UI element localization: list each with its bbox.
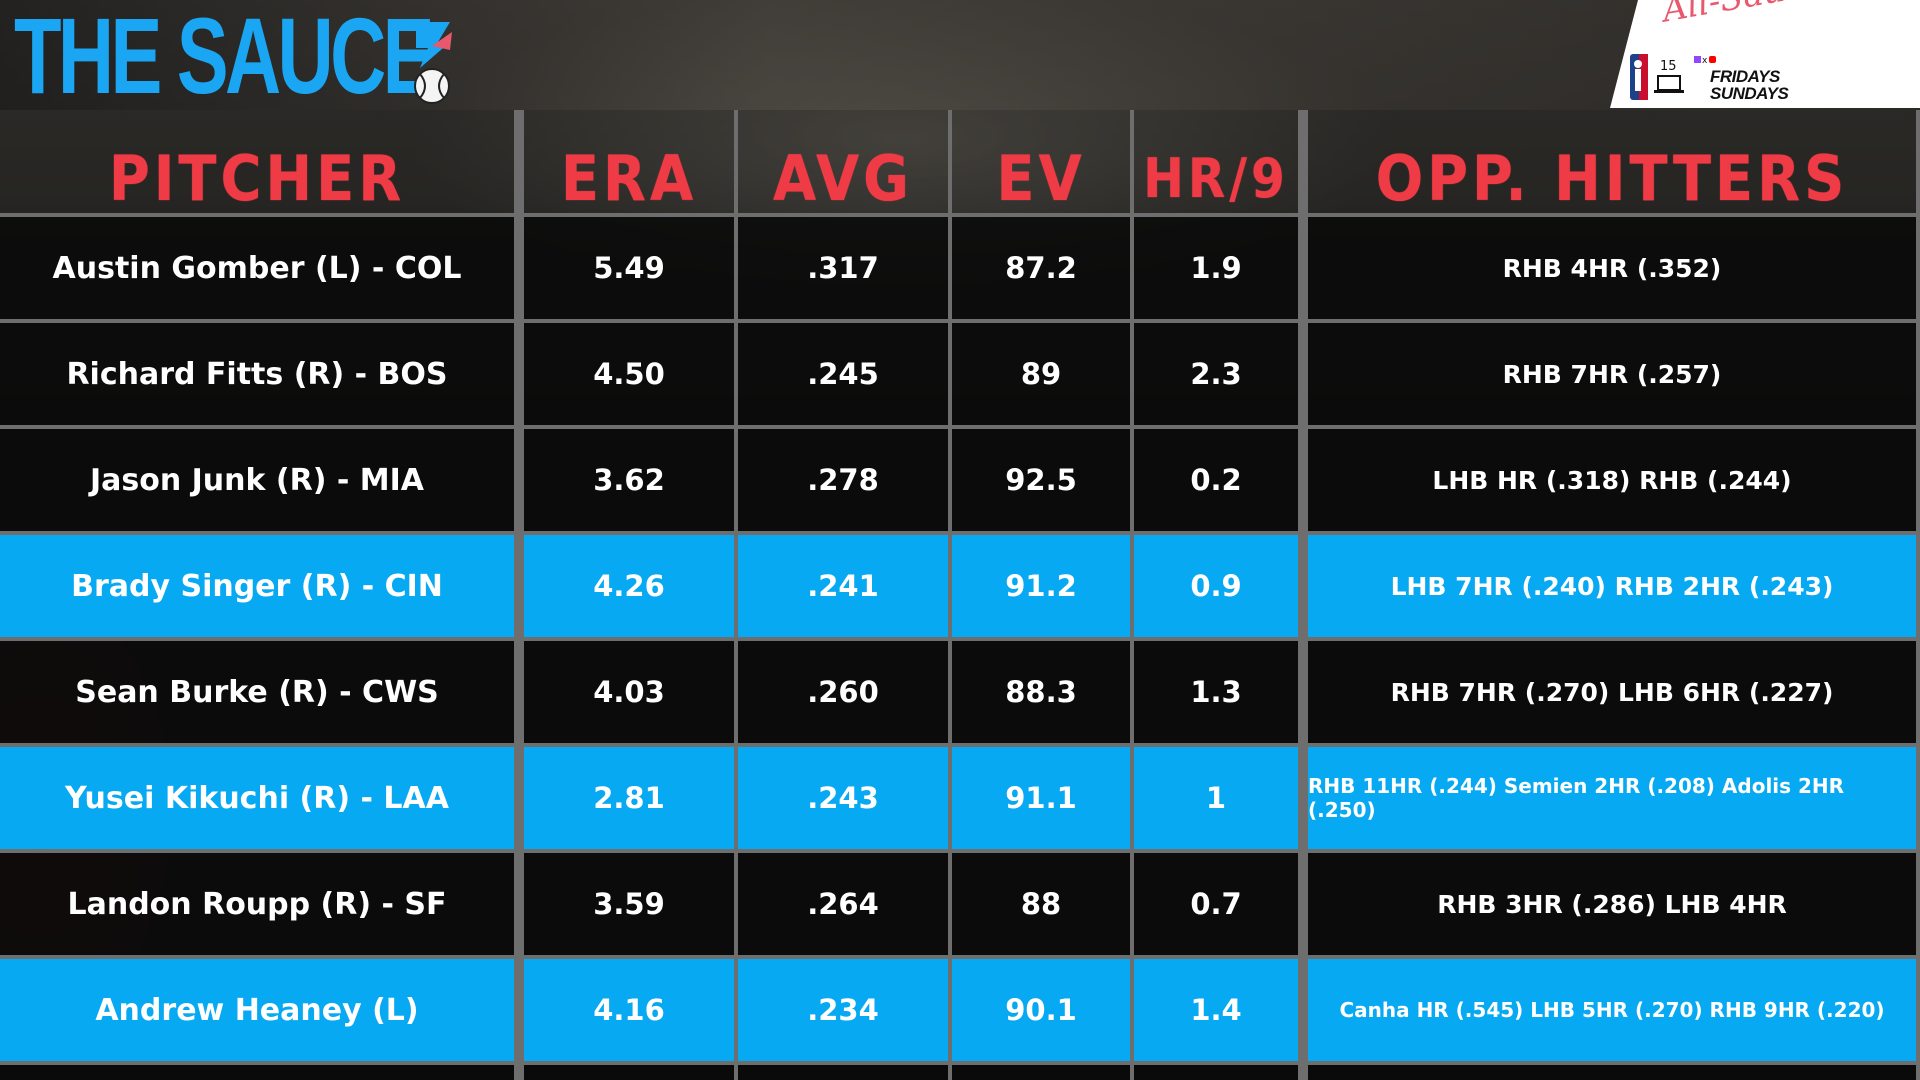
cell-era: 3.62 — [524, 429, 738, 535]
cell-avg: .278 — [738, 429, 952, 535]
cell-pitcher: Brady Singer (R) - CIN — [0, 535, 524, 641]
cell-era: 3.59 — [524, 853, 738, 959]
header-opp-hitters: OPP. HITTERS — [1308, 110, 1920, 217]
header-pitcher: PITCHER — [0, 110, 524, 217]
cell-hr9: 0.9 — [1134, 535, 1308, 641]
svg-text:x: x — [1702, 56, 1708, 66]
cell-hr9: 1.9 — [1134, 217, 1308, 323]
cell-hr9: 1.4 — [1134, 959, 1308, 1065]
header-avg: AVG — [738, 110, 952, 217]
table-row-partial — [952, 1065, 1134, 1080]
cell-hr9: 0.2 — [1134, 429, 1308, 535]
cell-avg: .245 — [738, 323, 952, 429]
cell-pitcher: Landon Roupp (R) - SF — [0, 853, 524, 959]
cell-pitcher: Jason Junk (R) - MIA — [0, 429, 524, 535]
table-row-partial — [524, 1065, 738, 1080]
cell-ev: 88.3 — [952, 641, 1134, 747]
header-ev: EV — [952, 110, 1134, 217]
table-row-partial — [738, 1065, 952, 1080]
cell-hr9: 0.7 — [1134, 853, 1308, 959]
x-icon: x — [1702, 56, 1708, 66]
cell-avg: .317 — [738, 217, 952, 323]
cell-opp-hitters: RHB 11HR (.244) Semien 2HR (.208) Adolis… — [1308, 747, 1920, 853]
cell-pitcher: Yusei Kikuchi (R) - LAA — [0, 747, 524, 853]
nba-logo-icon — [1630, 54, 1648, 100]
cell-opp-hitters: Canha HR (.545) LHB 5HR (.270) RHB 9HR (… — [1308, 959, 1920, 1065]
cell-avg: .241 — [738, 535, 952, 641]
cell-era: 4.50 — [524, 323, 738, 429]
cell-era: 5.49 — [524, 217, 738, 323]
cell-opp-hitters: RHB 7HR (.270) LHB 6HR (.227) — [1308, 641, 1920, 747]
pitcher-table: PITCHER ERA AVG EV HR/9 OPP. HITTERS Aus… — [0, 110, 1920, 1080]
cell-era: 4.03 — [524, 641, 738, 747]
cell-avg: .234 — [738, 959, 952, 1065]
cell-pitcher: Richard Fitts (R) - BOS — [0, 323, 524, 429]
twitch-icon — [1694, 56, 1701, 63]
cell-ev: 89 — [952, 323, 1134, 429]
baseball-icon — [414, 68, 450, 104]
brand-title: THE SAUCE — [14, 0, 435, 116]
cell-era: 4.16 — [524, 959, 738, 1065]
cell-hr9: 1.3 — [1134, 641, 1308, 747]
promo-logos: 15 x — [1630, 54, 1716, 100]
promo-days-line1: FRIDAYS — [1710, 67, 1780, 86]
cell-hr9: 2.3 — [1134, 323, 1308, 429]
cell-ev: 90.1 — [952, 959, 1134, 1065]
cell-avg: .260 — [738, 641, 952, 747]
header-era: ERA — [524, 110, 738, 217]
cell-ev: 87.2 — [952, 217, 1134, 323]
brand-icons — [414, 22, 452, 104]
header-hr9: HR/9 — [1134, 110, 1308, 217]
cell-era: 4.26 — [524, 535, 738, 641]
cell-ev: 88 — [952, 853, 1134, 959]
cell-ev: 92.5 — [952, 429, 1134, 535]
cell-era: 2.81 — [524, 747, 738, 853]
cell-opp-hitters: RHB 7HR (.257) — [1308, 323, 1920, 429]
promo-days: FRIDAYS SUNDAYS — [1710, 67, 1789, 103]
table-row-partial — [1134, 1065, 1308, 1080]
youtube-icon — [1709, 56, 1716, 63]
table-row-partial — [0, 1065, 524, 1080]
cell-hr9: 1 — [1134, 747, 1308, 853]
table-row-partial — [1308, 1065, 1920, 1080]
laptop-icon: 15 — [1654, 59, 1684, 93]
cell-ev: 91.2 — [952, 535, 1134, 641]
cell-pitcher: Andrew Heaney (L) — [0, 959, 524, 1065]
cell-opp-hitters: LHB 7HR (.240) RHB 2HR (.243) — [1308, 535, 1920, 641]
cell-opp-hitters: RHB 4HR (.352) — [1308, 217, 1920, 323]
svg-text:15: 15 — [1660, 59, 1677, 74]
promo-script-text: All-Sauce Team — [1659, 0, 1920, 30]
cell-opp-hitters: RHB 3HR (.286) LHB 4HR — [1308, 853, 1920, 959]
promo-days-line2: SUNDAYS — [1710, 84, 1789, 103]
cell-ev: 91.1 — [952, 747, 1134, 853]
promo-badge: All-Sauce Team 15 x FRIDAYS SUNDAYS — [1610, 0, 1920, 108]
cell-pitcher: Sean Burke (R) - CWS — [0, 641, 524, 747]
cell-avg: .243 — [738, 747, 952, 853]
brand-logo: THE SAUCE — [14, 0, 593, 116]
cell-pitcher: Austin Gomber (L) - COL — [0, 217, 524, 323]
bolt-icon — [416, 22, 452, 68]
header-bar: THE SAUCE All-Sauce Team — [0, 0, 1920, 110]
cell-opp-hitters: LHB HR (.318) RHB (.244) — [1308, 429, 1920, 535]
cell-avg: .264 — [738, 853, 952, 959]
